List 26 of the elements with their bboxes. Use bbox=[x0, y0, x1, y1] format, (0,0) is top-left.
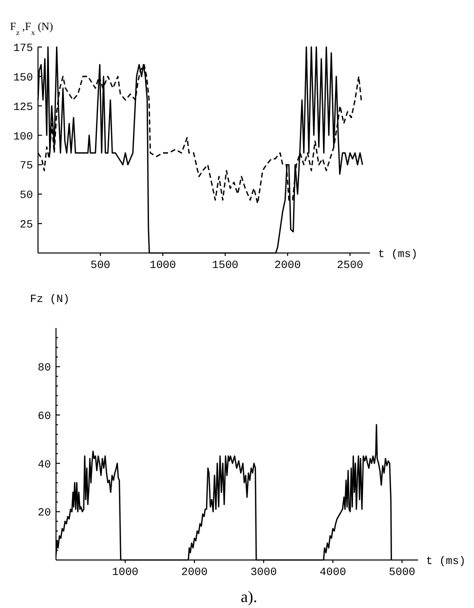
y-tick-label: 100 bbox=[13, 131, 33, 144]
x-tick-label: 1500 bbox=[212, 260, 238, 272]
x-tick-label: 500 bbox=[90, 260, 110, 272]
y-tick-label: 20 bbox=[38, 508, 51, 520]
x-tick-label: 1000 bbox=[150, 260, 176, 272]
x-tick-label: 1000 bbox=[112, 567, 138, 579]
y-tick-label: 40 bbox=[38, 459, 51, 472]
x-axis-title: t (ms) bbox=[426, 556, 466, 568]
y-axis-title: F$_{z}$ ,F$_{x}$ (N) bbox=[10, 21, 54, 36]
y-tick-label: 175 bbox=[13, 43, 33, 55]
x-tick-label: 3000 bbox=[250, 567, 277, 579]
text: a). bbox=[240, 589, 258, 606]
y-tick-label: 50 bbox=[20, 190, 33, 202]
x-tick-label: 2500 bbox=[336, 260, 364, 272]
x-tick-label: 2000 bbox=[274, 260, 301, 272]
y-tick-label: 60 bbox=[38, 411, 51, 423]
y-tick-label: 75 bbox=[20, 160, 33, 173]
y-tick-label: 80 bbox=[38, 362, 51, 375]
y-tick-label: 125 bbox=[13, 102, 33, 114]
y-tick-label: 150 bbox=[13, 72, 33, 84]
x-tick-label: 4000 bbox=[320, 567, 346, 579]
y-tick-label: 25 bbox=[20, 220, 33, 232]
x-tick-label: 5000 bbox=[388, 567, 416, 579]
x-axis-title: t (ms) bbox=[378, 249, 418, 261]
x-tick-label: 2000 bbox=[181, 567, 208, 579]
y-axis-title: Fz (N) bbox=[30, 294, 70, 306]
